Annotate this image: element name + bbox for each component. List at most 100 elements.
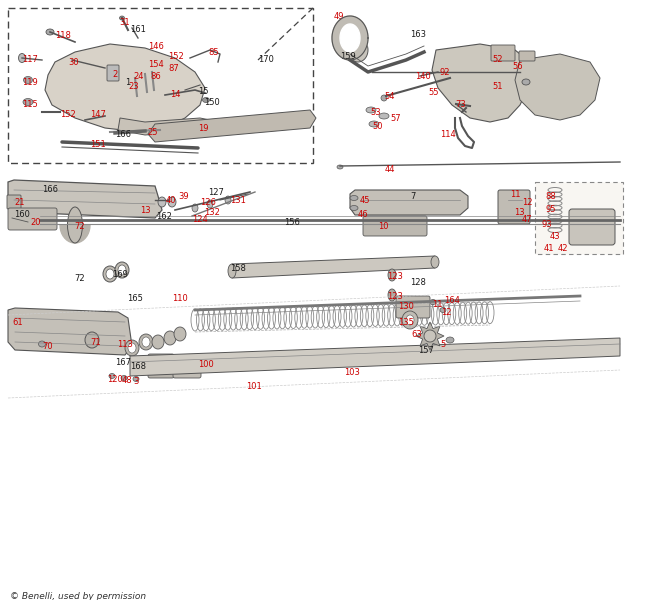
Text: 158: 158: [230, 264, 246, 273]
Text: 55: 55: [428, 88, 439, 97]
Ellipse shape: [379, 113, 389, 119]
Text: 72: 72: [74, 222, 85, 231]
Text: 45: 45: [360, 196, 370, 205]
FancyBboxPatch shape: [491, 45, 515, 61]
Text: 19: 19: [198, 124, 209, 133]
Text: 11: 11: [432, 300, 443, 309]
Text: 73: 73: [455, 100, 466, 109]
Polygon shape: [8, 180, 162, 218]
Text: 47: 47: [522, 215, 532, 224]
Ellipse shape: [441, 70, 445, 74]
Ellipse shape: [348, 38, 368, 62]
Text: 93: 93: [542, 220, 552, 229]
Text: 12: 12: [441, 308, 452, 317]
Text: 161: 161: [130, 25, 146, 34]
Text: 92: 92: [440, 68, 450, 77]
Text: 162: 162: [156, 212, 172, 221]
Ellipse shape: [430, 299, 436, 304]
Text: 152: 152: [168, 52, 184, 61]
Ellipse shape: [118, 265, 126, 275]
FancyBboxPatch shape: [363, 216, 427, 236]
Polygon shape: [340, 24, 360, 52]
FancyBboxPatch shape: [173, 356, 201, 378]
Text: 152: 152: [60, 110, 76, 119]
Text: 150: 150: [204, 98, 220, 107]
Text: 119: 119: [22, 78, 38, 87]
Text: 120: 120: [107, 375, 123, 384]
Ellipse shape: [440, 307, 446, 313]
FancyBboxPatch shape: [107, 65, 119, 81]
Text: © Benelli, used by permission: © Benelli, used by permission: [10, 592, 146, 600]
Ellipse shape: [18, 53, 25, 62]
Ellipse shape: [350, 205, 358, 211]
Ellipse shape: [522, 79, 530, 85]
Polygon shape: [432, 44, 530, 122]
Ellipse shape: [68, 207, 83, 243]
Ellipse shape: [109, 373, 115, 379]
Text: 123: 123: [387, 292, 403, 301]
Text: 3: 3: [133, 377, 138, 386]
Text: 7: 7: [410, 192, 415, 201]
Text: 41: 41: [544, 244, 554, 253]
Text: 20: 20: [30, 218, 40, 227]
Ellipse shape: [133, 377, 139, 382]
Text: 154: 154: [148, 60, 164, 69]
Ellipse shape: [121, 376, 127, 380]
FancyBboxPatch shape: [498, 190, 530, 224]
Polygon shape: [8, 308, 132, 355]
Text: 165: 165: [127, 294, 143, 303]
Text: 25: 25: [147, 128, 157, 137]
Text: 156: 156: [284, 218, 300, 227]
Text: 164: 164: [444, 296, 460, 305]
Text: 52: 52: [492, 55, 502, 64]
Text: 146: 146: [148, 42, 164, 51]
Ellipse shape: [120, 16, 125, 20]
Text: 126: 126: [200, 198, 216, 207]
Text: 70: 70: [42, 342, 53, 351]
Text: 130: 130: [398, 302, 414, 311]
Text: 53: 53: [370, 108, 381, 117]
FancyBboxPatch shape: [519, 51, 535, 61]
Text: 115: 115: [22, 100, 38, 109]
Text: 88: 88: [545, 192, 556, 201]
FancyBboxPatch shape: [396, 296, 430, 318]
Ellipse shape: [192, 204, 198, 212]
Ellipse shape: [142, 337, 150, 347]
Text: 117: 117: [22, 55, 38, 64]
Text: 23: 23: [128, 82, 138, 91]
Text: 100: 100: [198, 360, 214, 369]
Ellipse shape: [446, 337, 454, 343]
Ellipse shape: [168, 197, 176, 207]
Text: 61: 61: [12, 318, 23, 327]
Ellipse shape: [128, 343, 136, 353]
Ellipse shape: [337, 165, 343, 169]
Text: 131: 131: [230, 196, 246, 205]
Text: 5: 5: [440, 340, 445, 349]
Text: 170: 170: [258, 55, 274, 64]
Ellipse shape: [388, 269, 396, 281]
Text: 86: 86: [150, 72, 161, 81]
Ellipse shape: [388, 289, 396, 301]
Text: 44: 44: [385, 165, 395, 174]
Text: 128: 128: [410, 278, 426, 287]
Ellipse shape: [369, 121, 379, 127]
Text: 49: 49: [334, 12, 345, 21]
Ellipse shape: [435, 70, 439, 74]
Ellipse shape: [207, 200, 213, 208]
Text: 166: 166: [115, 130, 131, 139]
Ellipse shape: [174, 327, 186, 341]
Text: 114: 114: [440, 130, 456, 139]
Text: 124: 124: [192, 215, 208, 224]
Bar: [535, 182, 623, 254]
Polygon shape: [130, 338, 620, 376]
Text: 127: 127: [208, 188, 224, 197]
Text: 147: 147: [90, 110, 106, 119]
Text: 39: 39: [178, 192, 188, 201]
Text: 57: 57: [390, 114, 400, 123]
FancyBboxPatch shape: [148, 354, 174, 378]
Text: 123: 123: [387, 272, 403, 281]
Text: 85: 85: [208, 48, 218, 57]
Ellipse shape: [431, 256, 439, 268]
Text: 10: 10: [378, 222, 389, 231]
Text: 1: 1: [125, 78, 130, 87]
